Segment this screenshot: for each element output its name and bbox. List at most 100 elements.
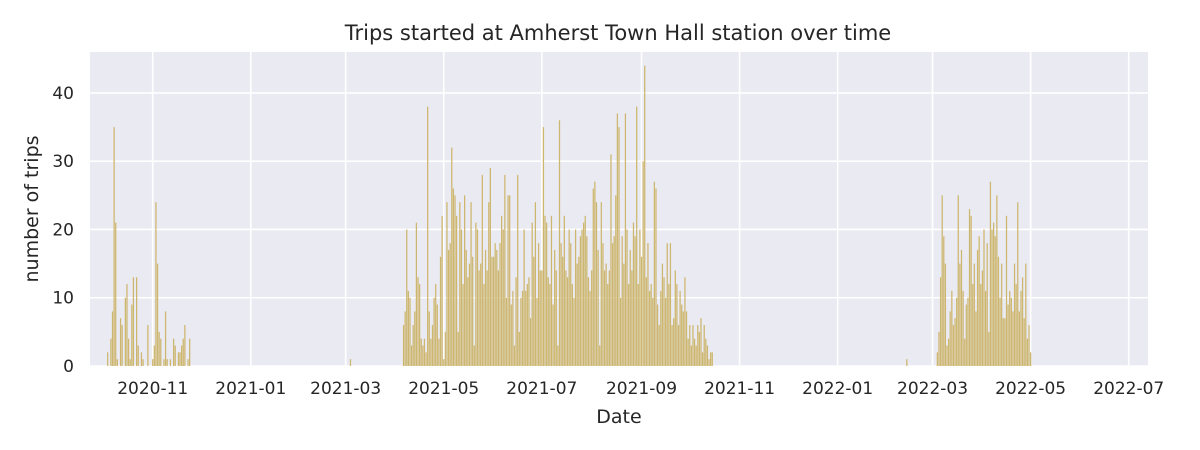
bar bbox=[439, 256, 442, 366]
bar bbox=[976, 249, 979, 366]
bar bbox=[647, 243, 649, 366]
bar bbox=[546, 222, 548, 366]
x-tick-label: 2020-11 bbox=[117, 379, 188, 399]
bar bbox=[472, 256, 474, 366]
bar bbox=[169, 359, 172, 366]
y-tick-label: 30 bbox=[52, 152, 74, 172]
bar bbox=[701, 352, 704, 366]
bar bbox=[970, 215, 972, 366]
bar bbox=[674, 270, 676, 366]
bar bbox=[155, 202, 157, 366]
bar bbox=[655, 188, 657, 366]
bar bbox=[158, 331, 160, 366]
bar bbox=[618, 127, 620, 366]
bar bbox=[1028, 325, 1030, 366]
bar bbox=[415, 222, 418, 366]
bar bbox=[153, 345, 155, 366]
bar bbox=[978, 236, 980, 366]
bar bbox=[534, 202, 537, 366]
bar bbox=[552, 304, 554, 366]
bar bbox=[676, 284, 678, 366]
bar bbox=[669, 243, 672, 366]
bar bbox=[129, 359, 131, 366]
bar bbox=[660, 290, 662, 366]
bar bbox=[973, 263, 975, 366]
bar bbox=[523, 229, 525, 366]
bar bbox=[968, 209, 971, 366]
bar bbox=[549, 284, 551, 366]
bar bbox=[444, 331, 446, 366]
bar bbox=[578, 256, 580, 366]
bar bbox=[480, 263, 482, 366]
bar bbox=[142, 359, 144, 366]
bar bbox=[436, 304, 438, 366]
bar bbox=[693, 338, 696, 366]
bar bbox=[623, 263, 625, 366]
bar bbox=[584, 215, 586, 366]
bar bbox=[563, 215, 565, 366]
bar bbox=[417, 277, 419, 366]
bar bbox=[959, 263, 961, 366]
bar bbox=[1015, 284, 1017, 366]
bar bbox=[430, 338, 432, 366]
bar bbox=[989, 181, 992, 366]
bar bbox=[166, 359, 168, 366]
bar bbox=[131, 304, 133, 366]
bar bbox=[547, 277, 549, 366]
bar bbox=[502, 229, 504, 366]
bar bbox=[698, 331, 701, 366]
bar bbox=[639, 229, 641, 366]
bar bbox=[668, 284, 670, 366]
bar bbox=[608, 270, 610, 366]
bar bbox=[673, 318, 675, 366]
bar bbox=[975, 311, 977, 366]
bar bbox=[619, 297, 622, 366]
bar bbox=[475, 222, 477, 366]
bar bbox=[438, 338, 440, 366]
bar bbox=[947, 338, 950, 366]
bar bbox=[509, 195, 511, 366]
bar bbox=[705, 338, 707, 366]
bar bbox=[492, 256, 495, 366]
bar bbox=[986, 243, 988, 366]
bar bbox=[644, 65, 646, 367]
bar bbox=[565, 270, 567, 366]
bar bbox=[994, 236, 996, 366]
bar bbox=[642, 161, 644, 366]
bar bbox=[652, 297, 654, 366]
bar bbox=[954, 318, 956, 366]
bar bbox=[454, 195, 456, 366]
bar bbox=[671, 325, 673, 366]
bar bbox=[484, 249, 487, 366]
bar bbox=[607, 284, 609, 366]
bar bbox=[468, 263, 471, 366]
bar bbox=[592, 188, 594, 366]
bar bbox=[952, 325, 955, 366]
bar bbox=[700, 318, 702, 366]
bar bbox=[589, 290, 591, 366]
bar bbox=[127, 338, 130, 366]
bar bbox=[541, 270, 543, 366]
bar bbox=[637, 284, 639, 366]
bar bbox=[431, 325, 434, 366]
bar bbox=[706, 345, 709, 366]
bar bbox=[115, 222, 117, 366]
bar bbox=[163, 359, 165, 366]
bar bbox=[586, 236, 588, 366]
bar bbox=[615, 195, 617, 366]
bar bbox=[967, 297, 969, 366]
bar bbox=[1025, 263, 1027, 366]
bar bbox=[681, 304, 683, 366]
x-tick-label: 2022-01 bbox=[802, 379, 873, 399]
bar bbox=[147, 325, 149, 366]
bar bbox=[965, 304, 967, 366]
bar bbox=[1002, 318, 1004, 366]
bar bbox=[172, 338, 175, 366]
bar bbox=[107, 352, 109, 366]
bar bbox=[574, 229, 577, 366]
bar bbox=[420, 338, 422, 366]
bar bbox=[906, 359, 908, 366]
bar bbox=[126, 284, 128, 366]
bar bbox=[684, 277, 686, 366]
bar bbox=[510, 304, 512, 366]
